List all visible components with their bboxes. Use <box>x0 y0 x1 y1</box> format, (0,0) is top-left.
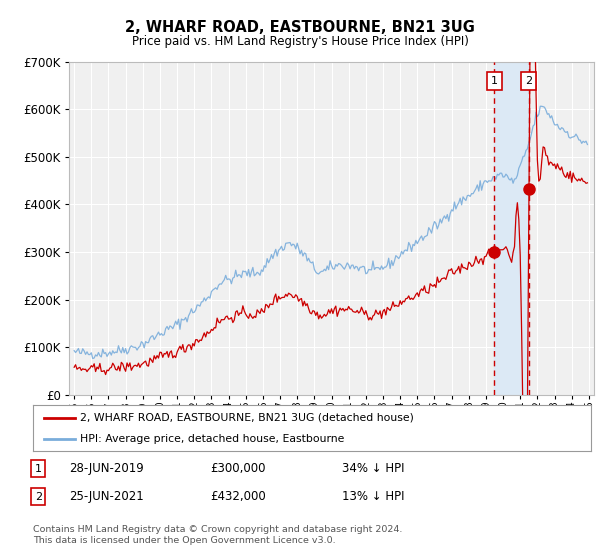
Text: 2: 2 <box>525 76 532 86</box>
Text: 34% ↓ HPI: 34% ↓ HPI <box>342 462 404 475</box>
Text: 25-JUN-2021: 25-JUN-2021 <box>69 490 144 503</box>
Text: Price paid vs. HM Land Registry's House Price Index (HPI): Price paid vs. HM Land Registry's House … <box>131 35 469 48</box>
Text: 1: 1 <box>491 76 498 86</box>
Text: 2, WHARF ROAD, EASTBOURNE, BN21 3UG (detached house): 2, WHARF ROAD, EASTBOURNE, BN21 3UG (det… <box>80 413 415 423</box>
Text: HPI: Average price, detached house, Eastbourne: HPI: Average price, detached house, East… <box>80 435 345 444</box>
Text: £432,000: £432,000 <box>210 490 266 503</box>
Text: 28-JUN-2019: 28-JUN-2019 <box>69 462 144 475</box>
Text: £300,000: £300,000 <box>210 462 265 475</box>
Text: 2, WHARF ROAD, EASTBOURNE, BN21 3UG: 2, WHARF ROAD, EASTBOURNE, BN21 3UG <box>125 20 475 35</box>
Text: 2: 2 <box>35 492 42 502</box>
Bar <box>494 62 529 395</box>
Text: 1: 1 <box>35 464 42 474</box>
Text: 13% ↓ HPI: 13% ↓ HPI <box>342 490 404 503</box>
Text: Contains HM Land Registry data © Crown copyright and database right 2024.
This d: Contains HM Land Registry data © Crown c… <box>33 525 403 545</box>
